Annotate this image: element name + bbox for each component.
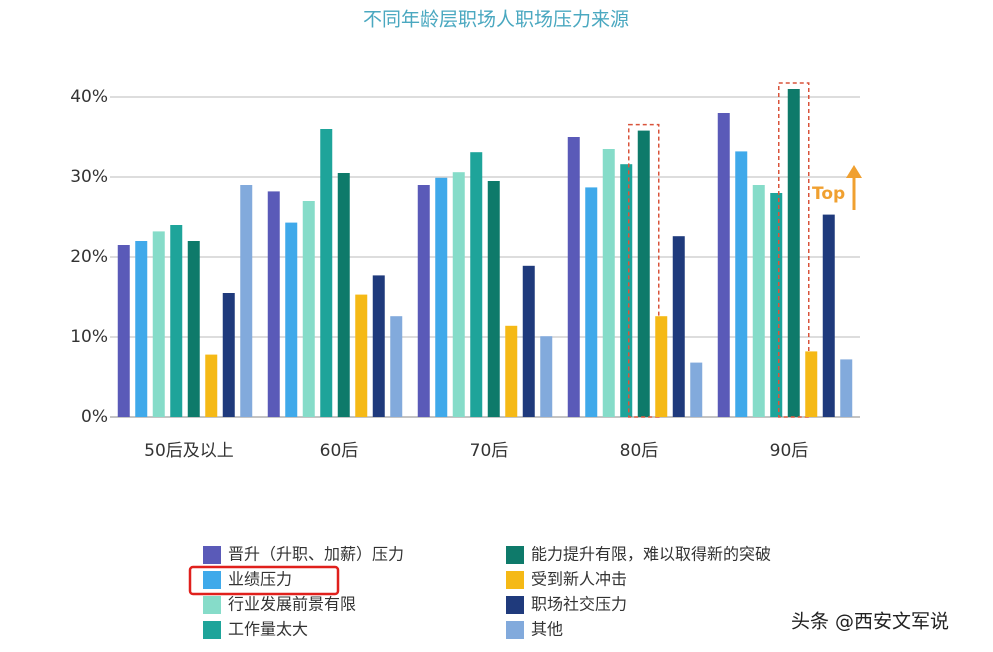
legend-swatch xyxy=(506,546,524,564)
legend-swatch xyxy=(203,571,221,589)
bar xyxy=(770,193,783,417)
bar xyxy=(222,293,235,417)
x-tick-label: 60后 xyxy=(320,441,359,461)
y-tick-label: 40% xyxy=(70,87,108,107)
bar xyxy=(435,177,448,417)
legend-swatch xyxy=(506,571,524,589)
watermark: 头条 @西安文军说 xyxy=(791,611,949,633)
legend-swatch xyxy=(506,621,524,639)
y-tick-label: 0% xyxy=(81,407,108,427)
y-tick-label: 30% xyxy=(70,167,108,187)
legend-label: 其他 xyxy=(531,620,563,639)
bar xyxy=(787,89,800,417)
bar xyxy=(355,294,368,417)
legend-label: 受到新人冲击 xyxy=(531,570,627,589)
bar xyxy=(417,185,430,417)
bar xyxy=(372,275,385,417)
bar xyxy=(655,316,668,417)
bar xyxy=(822,214,835,417)
highlight-box xyxy=(778,82,810,418)
bar xyxy=(302,201,315,417)
x-tick-label: 70后 xyxy=(470,441,509,461)
bar xyxy=(602,149,615,417)
x-tick-label: 50后及以上 xyxy=(144,441,234,461)
legend-label: 业绩压力 xyxy=(228,570,292,589)
x-tick-label: 80后 xyxy=(620,441,659,461)
legend-swatch xyxy=(203,621,221,639)
annotation: Top xyxy=(812,184,845,204)
chart-title: 不同年龄层职场人职场压力来源 xyxy=(363,9,629,31)
legend-label: 职场社交压力 xyxy=(531,595,627,614)
bar xyxy=(267,191,280,417)
bar xyxy=(452,172,465,417)
bar xyxy=(752,185,765,417)
bar xyxy=(337,173,350,417)
bar xyxy=(540,336,553,417)
bar xyxy=(567,137,580,417)
bar xyxy=(487,181,500,417)
bar xyxy=(690,362,703,417)
bar xyxy=(152,231,165,417)
x-tick-label: 90后 xyxy=(770,441,809,461)
y-tick-label: 10% xyxy=(70,327,108,347)
y-tick-label: 20% xyxy=(70,247,108,267)
top-arrow-head xyxy=(846,165,862,178)
bar xyxy=(187,241,200,417)
bar xyxy=(170,225,183,417)
legend-label: 晋升（升职、加薪）压力 xyxy=(228,545,404,564)
bar xyxy=(205,354,218,417)
bar xyxy=(470,152,483,417)
bar xyxy=(805,351,818,417)
highlight-box xyxy=(628,123,660,418)
bar xyxy=(637,130,650,417)
bar xyxy=(240,185,253,417)
legend-highlight xyxy=(188,565,340,596)
legend-label: 行业发展前景有限 xyxy=(228,595,356,614)
bar xyxy=(117,245,130,417)
legend-label: 能力提升有限，难以取得新的突破 xyxy=(531,545,771,564)
bar xyxy=(522,265,535,417)
bar xyxy=(135,241,148,417)
legend-swatch xyxy=(506,596,524,614)
bar xyxy=(735,151,748,417)
bar xyxy=(285,222,298,417)
bar xyxy=(717,113,730,417)
bar xyxy=(585,187,598,417)
bar xyxy=(390,316,403,417)
bar xyxy=(672,236,685,417)
legend-swatch xyxy=(203,546,221,564)
legend-swatch xyxy=(203,596,221,614)
bar xyxy=(620,164,633,417)
bar xyxy=(840,359,853,417)
bar xyxy=(320,129,333,417)
legend-label: 工作量太大 xyxy=(228,620,308,639)
bar xyxy=(505,325,518,417)
